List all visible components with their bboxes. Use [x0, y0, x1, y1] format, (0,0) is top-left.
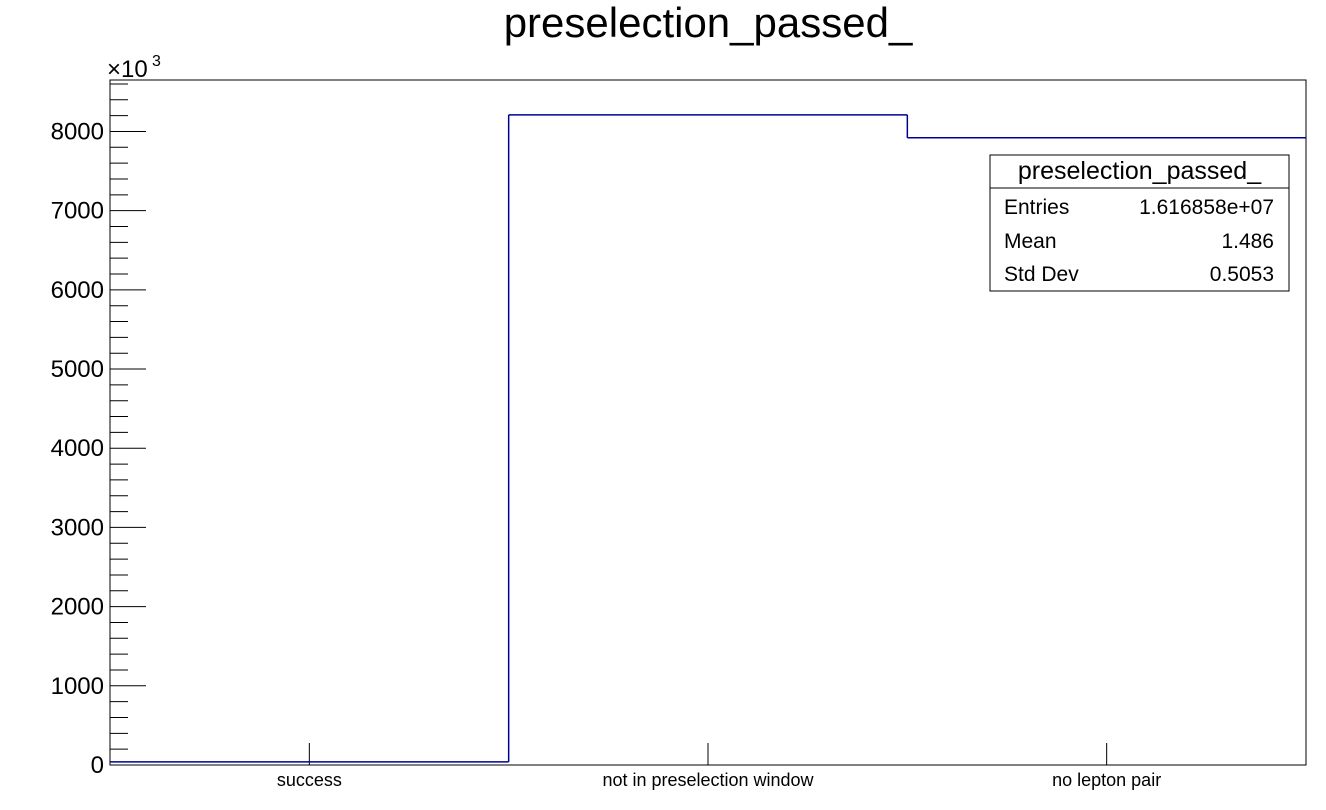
y-axis: 0 1000 2000 3000 4000 5000 6000 7000 8000: [51, 83, 146, 779]
stats-box: preselection_passed_ Entries 1.616858e+0…: [989, 154, 1290, 292]
stats-mean-value: 1.486: [1221, 230, 1274, 253]
y-tick-label: 3000: [51, 514, 104, 541]
stats-entries-value: 1.616858e+07: [1139, 196, 1274, 219]
stats-stddev-label: Std Dev: [1004, 263, 1079, 286]
y-tick-label: 1000: [51, 673, 104, 700]
y-tick-label: 6000: [51, 277, 104, 304]
stats-entries-label: Entries: [1004, 196, 1069, 219]
x-tick-label: success: [277, 770, 342, 790]
histogram-bars: [110, 114, 1306, 763]
y-tick-label: 8000: [51, 118, 104, 145]
chart-title: preselection_passed_: [504, 0, 913, 46]
y-tick-label: 5000: [51, 356, 104, 383]
x-tick-label: not in preselection window: [602, 770, 814, 790]
stats-box-title: preselection_passed_: [1018, 157, 1262, 185]
stats-mean-label: Mean: [1004, 230, 1057, 253]
stats-box-frame: [989, 154, 1290, 292]
y-multiplier-exponent: 3: [152, 53, 161, 70]
y-tick-label: 2000: [51, 594, 104, 621]
stats-stddev-value: 0.5053: [1210, 263, 1274, 286]
y-tick-label: 0: [91, 752, 104, 779]
x-axis: success not in preselection window no lept…: [277, 743, 1161, 790]
y-axis-multiplier: ×10 3: [107, 53, 161, 83]
y-tick-label: 7000: [51, 198, 104, 225]
y-multiplier-base: ×10: [107, 56, 148, 83]
y-tick-label: 4000: [51, 435, 104, 462]
x-tick-label: no lepton pair: [1052, 770, 1161, 790]
